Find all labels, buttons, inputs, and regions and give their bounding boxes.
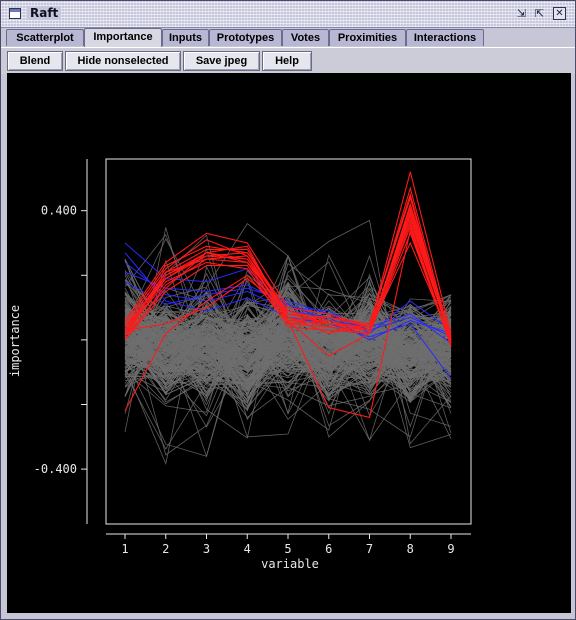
gray-line	[124, 341, 452, 381]
tab-bar: Scatterplot Importance Inputs Prototypes…	[5, 28, 571, 47]
red-series-line	[124, 171, 452, 334]
gray-line	[124, 294, 452, 397]
x-tick-label: 9	[447, 542, 454, 556]
gray-line-group	[124, 219, 452, 465]
window-icon	[9, 8, 21, 19]
gray-line	[124, 302, 452, 402]
blend-button[interactable]: Blend	[7, 51, 63, 71]
y-axis: 0.400 -0.400	[34, 159, 88, 524]
help-button[interactable]: Help	[262, 51, 312, 71]
plot-frame	[105, 158, 472, 525]
x-tick-label: 7	[366, 542, 373, 556]
tab-proximities[interactable]: Proximities	[329, 29, 406, 46]
gray-line	[124, 327, 452, 381]
red-series-line	[124, 218, 452, 341]
red-series-line	[124, 208, 452, 337]
red-series-line	[124, 231, 452, 344]
red-series-line	[124, 241, 452, 341]
red-line-group	[124, 171, 452, 419]
window-title: Raft	[27, 6, 62, 20]
tab-importance[interactable]: Importance	[84, 28, 162, 47]
gray-line	[124, 279, 452, 415]
tab-prototypes[interactable]: Prototypes	[209, 29, 282, 46]
tab-interactions[interactable]: Interactions	[406, 29, 484, 46]
blue-series-line	[124, 281, 452, 338]
restore-window-icon[interactable]: ⇲	[516, 7, 527, 20]
gray-line	[124, 324, 452, 397]
x-axis: 1 2 3 4 5 6 7 8 9	[106, 533, 471, 556]
gray-line	[124, 302, 452, 360]
red-series-line	[124, 228, 452, 419]
gray-line	[124, 320, 452, 375]
gray-line	[124, 303, 452, 386]
x-tick-label: 1	[121, 542, 128, 556]
y-axis-label: importance	[8, 305, 22, 377]
gray-line	[124, 323, 452, 379]
save-jpeg-button[interactable]: Save jpeg	[183, 51, 260, 71]
gray-line	[124, 281, 452, 403]
x-tick-label: 4	[244, 542, 251, 556]
y-tick-label: -0.400	[34, 462, 77, 476]
gray-line	[124, 304, 452, 456]
importance-plot-area[interactable]: 0.400 -0.400 1 2 3 4 5 6 7 8 9 variable importanc…	[7, 73, 571, 613]
gray-line	[124, 318, 452, 401]
tab-inputs[interactable]: Inputs	[162, 29, 209, 46]
hide-nonselected-button[interactable]: Hide nonselected	[65, 51, 181, 71]
x-tick-label: 6	[325, 542, 332, 556]
x-axis-label: variable	[261, 557, 319, 571]
tab-scatterplot[interactable]: Scatterplot	[6, 29, 84, 46]
title-bar[interactable]: Raft ⇲ ⇱ ✕	[1, 1, 575, 28]
gray-line	[124, 238, 452, 441]
gray-line	[124, 272, 452, 371]
gray-line	[124, 314, 452, 352]
maximize-window-icon[interactable]: ⇱	[534, 7, 545, 20]
close-window-icon[interactable]: ✕	[553, 7, 566, 20]
gray-line	[124, 318, 452, 389]
gray-line	[124, 305, 452, 392]
gray-line	[124, 302, 452, 363]
x-tick-label: 2	[162, 542, 169, 556]
red-series-line	[124, 195, 452, 344]
gray-line	[124, 311, 452, 392]
gray-line	[124, 247, 452, 392]
gray-line	[124, 308, 452, 386]
gray-line	[124, 258, 452, 387]
blue-series-line	[124, 271, 452, 344]
x-tick-label: 5	[284, 542, 291, 556]
importance-parallel-coordinates-chart[interactable]: 0.400 -0.400 1 2 3 4 5 6 7 8 9 variable importanc…	[7, 73, 571, 613]
toolbar: Blend Hide nonselected Save jpeg Help	[1, 47, 575, 74]
x-tick-label: 3	[203, 542, 210, 556]
y-tick-label: 0.400	[41, 204, 77, 218]
x-tick-label: 8	[407, 542, 414, 556]
gray-line	[124, 307, 452, 395]
tab-votes[interactable]: Votes	[282, 29, 329, 46]
gray-line	[124, 290, 452, 415]
